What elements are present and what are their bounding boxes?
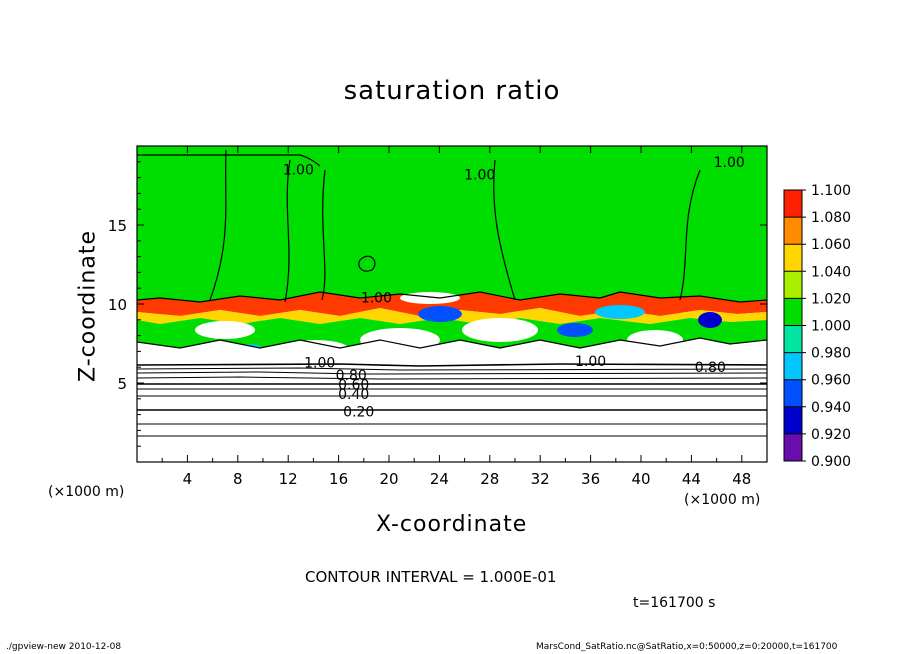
footer-left: ./gpview-new 2010-12-08 — [6, 642, 122, 652]
x-tick-label: 28 — [480, 470, 499, 488]
contour-label: 1.00 — [575, 354, 606, 370]
y-tick-label: 10 — [108, 296, 127, 314]
subsaturated-region — [137, 338, 767, 462]
plot-area — [137, 146, 767, 462]
contour-label: 1.00 — [361, 291, 392, 307]
x-axis-ticks: 4 8 12 16 20 24 28 32 36 40 44 48 — [161, 146, 751, 488]
subsaturated-patch — [400, 292, 460, 304]
x-tick-label: 48 — [732, 470, 751, 488]
contour-label: 0.60 — [338, 378, 369, 394]
colorbar-segment — [784, 406, 802, 434]
x-tick-label: 40 — [631, 470, 650, 488]
contour-label: 0.80 — [695, 360, 726, 376]
subsaturated-patch — [462, 318, 538, 342]
lower-contours — [137, 363, 767, 437]
x-tick-label: 24 — [430, 470, 449, 488]
contour-line — [137, 149, 701, 303]
contour-label: 0.40 — [338, 387, 369, 403]
contour-label: 1.00 — [304, 355, 335, 371]
x-tick-label: 36 — [581, 470, 600, 488]
x-axis-label: X-coordinate — [376, 512, 528, 537]
contour-line — [137, 291, 767, 349]
footer-right: MarsCond_SatRatio.nc@SatRatio,x=0:50000,… — [536, 642, 838, 652]
y-tick-label: 15 — [108, 217, 127, 235]
colorbar-label: 0.960 — [811, 373, 851, 389]
cloud-patch-blue — [418, 306, 462, 322]
colorbar-segment — [784, 217, 802, 245]
colorbar-label: 0.900 — [811, 454, 851, 470]
colorbar-label: 1.000 — [811, 319, 851, 335]
colorbar-label: 1.020 — [811, 291, 851, 307]
y-tick-label: 5 — [117, 375, 127, 393]
x-tick-label: 4 — [183, 470, 193, 488]
cloud-patch-blue — [557, 323, 593, 337]
colorbar-segment — [784, 190, 802, 218]
contour-labels: 1.00 1.001.001.001.00 1.000.800.600.400.20… — [283, 155, 745, 421]
contour-label: 1.00 — [714, 155, 745, 171]
cloud-patch-blue — [698, 312, 722, 328]
subsaturated-patch — [195, 321, 255, 339]
contour-label: 1.00 — [464, 167, 495, 183]
x-tick-label: 32 — [531, 470, 550, 488]
x-tick-label: 20 — [379, 470, 398, 488]
x-axis-unit-right: (×1000 m) — [684, 492, 761, 508]
colorbar-label: 1.080 — [811, 210, 851, 226]
cloud-patch-blue — [595, 305, 645, 319]
colorbar-segment — [784, 325, 802, 353]
x-tick-label: 8 — [233, 470, 243, 488]
x-axis-unit-left: (×1000 m) — [48, 484, 125, 500]
colorbar-segment — [784, 433, 802, 461]
contour-interval-label: CONTOUR INTERVAL = 1.000E-01 — [305, 568, 557, 586]
x-tick-label: 44 — [682, 470, 701, 488]
colorbar-segment — [784, 271, 802, 299]
colorbar-label: 0.920 — [811, 427, 851, 443]
colorbar-segment — [784, 298, 802, 326]
colorbar-label: 1.100 — [811, 183, 851, 199]
contour-label: 0.80 — [336, 368, 367, 384]
colorbar-label: 0.980 — [811, 346, 851, 362]
time-label: t=161700 s — [633, 595, 716, 611]
colorbar-label: 1.060 — [811, 237, 851, 253]
chart-title: saturation ratio — [343, 76, 561, 106]
y-axis-ticks: 5 10 15 — [108, 161, 767, 447]
x-tick-label: 12 — [279, 470, 298, 488]
colorbar-segment — [784, 379, 802, 407]
colorbar-label: 1.040 — [811, 264, 851, 280]
saturated-region — [137, 146, 767, 302]
x-tick-label: 16 — [329, 470, 348, 488]
contour-label: 1.00 — [283, 163, 314, 179]
colorbar-segment — [784, 244, 802, 272]
colorbar-label: 0.940 — [811, 400, 851, 416]
contour-label: 0.20 — [343, 404, 374, 420]
colorbar: 0.900 0.920 0.940 0.960 0.980 1.000 1.020 1.040… — [783, 183, 851, 470]
colorbar-segment — [784, 352, 802, 380]
